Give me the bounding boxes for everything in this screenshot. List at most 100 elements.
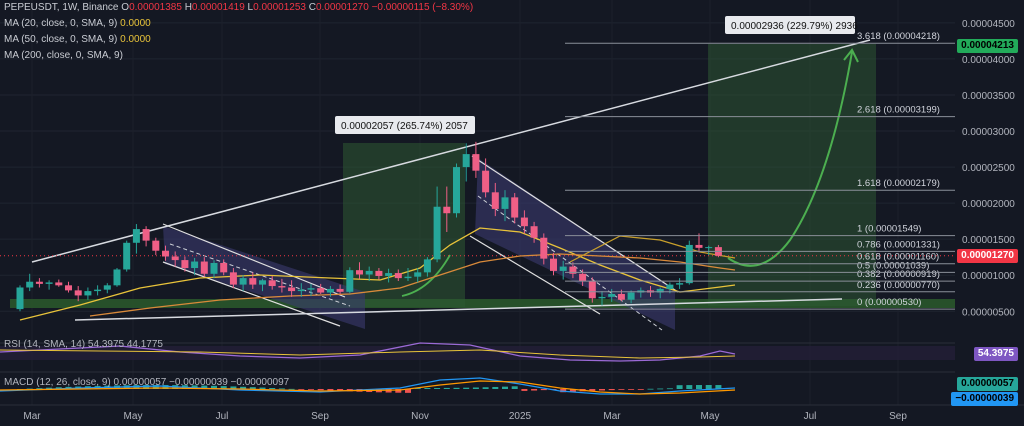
candle-body[interactable] bbox=[181, 260, 189, 269]
fib-levels[interactable]: 0 (0.00000530) 0.236 (0.00000770)0.382 (0… bbox=[335, 16, 955, 310]
candle-body[interactable] bbox=[511, 197, 519, 218]
candle-body[interactable] bbox=[705, 247, 713, 249]
candle-body[interactable] bbox=[462, 154, 470, 168]
candle-body[interactable] bbox=[142, 229, 150, 241]
candle-body[interactable] bbox=[94, 289, 102, 292]
candle-body[interactable] bbox=[559, 266, 567, 271]
time-axis[interactable]: Mar May Jul Sep Nov 2025 Mar May Jul Sep bbox=[0, 404, 1024, 422]
candle-body[interactable] bbox=[288, 287, 296, 292]
symbol-label: PEPEUSDT, 1W, Binance bbox=[4, 2, 119, 13]
macd-histogram-bar bbox=[278, 388, 285, 390]
candle-body[interactable] bbox=[191, 261, 199, 269]
price-tick-label: 0.00002500 bbox=[962, 163, 1015, 174]
range-annotation-2: 0.00002936 (229.79%) 2936 bbox=[731, 21, 858, 32]
candle-body[interactable] bbox=[113, 269, 121, 286]
rsi-value-badge: 54.3975 bbox=[973, 347, 1018, 361]
candle-body[interactable] bbox=[278, 286, 286, 288]
candle-body[interactable] bbox=[501, 197, 509, 209]
candle-body[interactable] bbox=[530, 226, 538, 238]
ma20-label: MA (20, close, 0, SMA, 9) bbox=[4, 18, 118, 29]
candle-body[interactable] bbox=[132, 229, 140, 243]
time-tick-label: Mar bbox=[603, 411, 621, 422]
candle-body[interactable] bbox=[579, 273, 587, 281]
candle-body[interactable] bbox=[356, 270, 363, 275]
candle-body[interactable] bbox=[171, 256, 179, 261]
price-axis[interactable]: 0.00004500 0.00004000 0.00003500 0.00003000… bbox=[962, 19, 1015, 318]
candle-body[interactable] bbox=[45, 282, 53, 284]
candle-body[interactable] bbox=[627, 292, 635, 300]
candle-body[interactable] bbox=[307, 288, 315, 290]
candle-body[interactable] bbox=[472, 154, 480, 171]
candle-body[interactable] bbox=[598, 296, 606, 299]
candle-body[interactable] bbox=[84, 291, 92, 296]
candle-body[interactable] bbox=[74, 290, 82, 296]
candle-body[interactable] bbox=[588, 280, 596, 299]
candle-body[interactable] bbox=[443, 206, 451, 214]
fib-level-label: 0.236 (0.00000770) bbox=[857, 280, 940, 291]
candle-body[interactable] bbox=[297, 289, 305, 292]
macd-histogram-bar bbox=[443, 387, 450, 389]
candle-body[interactable] bbox=[249, 278, 257, 285]
target-price-badge: 0.00004213 bbox=[957, 39, 1018, 53]
candle-body[interactable] bbox=[336, 288, 344, 292]
price-tick-label: 0.00001500 bbox=[962, 235, 1015, 246]
candle-body[interactable] bbox=[433, 206, 441, 260]
candle-body[interactable] bbox=[229, 272, 237, 285]
candle-body[interactable] bbox=[16, 287, 24, 310]
candle-body[interactable] bbox=[26, 281, 34, 288]
ma20-value: 0.0000 bbox=[120, 18, 151, 29]
candle-body[interactable] bbox=[375, 270, 383, 276]
candle-body[interactable] bbox=[239, 278, 247, 285]
candle-body[interactable] bbox=[695, 244, 703, 248]
candle-body[interactable] bbox=[550, 258, 557, 271]
candle-body[interactable] bbox=[220, 262, 228, 273]
candle-body[interactable] bbox=[103, 285, 111, 290]
candle-body[interactable] bbox=[35, 281, 43, 284]
ma200-legend[interactable]: MA (200, close, 0, SMA, 9) bbox=[4, 50, 123, 61]
candle-body[interactable] bbox=[666, 284, 674, 289]
candle-body[interactable] bbox=[152, 240, 160, 251]
candle-body[interactable] bbox=[569, 266, 577, 274]
candle-body[interactable] bbox=[414, 272, 422, 277]
candle-body[interactable] bbox=[200, 261, 208, 274]
candle-body[interactable] bbox=[453, 167, 460, 214]
price-tick-label: 0.00000500 bbox=[962, 307, 1015, 318]
candle-body[interactable] bbox=[423, 259, 431, 273]
candle-body[interactable] bbox=[65, 285, 72, 291]
candle-body[interactable] bbox=[346, 270, 354, 292]
range-annotation-1: 0.00002057 (265.74%) 2057 bbox=[341, 121, 468, 132]
candle-body[interactable] bbox=[55, 282, 63, 286]
candle-body[interactable] bbox=[520, 217, 528, 227]
candle-body[interactable] bbox=[482, 170, 490, 193]
macd-histogram-bar bbox=[405, 389, 411, 393]
candle-body[interactable] bbox=[162, 250, 169, 257]
candle-body[interactable] bbox=[608, 293, 616, 297]
candle-body[interactable] bbox=[617, 293, 625, 300]
candle-body[interactable] bbox=[210, 262, 218, 274]
candle-body[interactable] bbox=[317, 288, 325, 293]
candle-body[interactable] bbox=[385, 273, 393, 276]
candle-body[interactable] bbox=[540, 237, 548, 259]
candle-body[interactable] bbox=[326, 288, 334, 293]
ma20-legend[interactable]: MA (20, close, 0, SMA, 9) 0.0000 bbox=[4, 18, 151, 29]
rising-resistance-line[interactable] bbox=[31, 39, 871, 263]
macd-histogram-bar bbox=[211, 385, 217, 389]
candle-body[interactable] bbox=[656, 288, 664, 293]
candle-body[interactable] bbox=[404, 276, 412, 279]
ma50-legend[interactable]: MA (50, close, 0, SMA, 9) 0.0000 bbox=[4, 34, 151, 45]
macd-signal-line bbox=[0, 380, 736, 395]
candle-body[interactable] bbox=[365, 270, 373, 275]
time-tick-label: 2025 bbox=[509, 411, 532, 422]
fib-level-label: 1.618 (0.00002179) bbox=[857, 178, 940, 189]
macd-histogram-bar bbox=[201, 385, 208, 389]
candle-body[interactable] bbox=[491, 192, 499, 209]
candle-body[interactable] bbox=[676, 283, 684, 285]
candle-body[interactable] bbox=[259, 280, 266, 285]
macd-histogram-bar bbox=[143, 385, 150, 389]
candle-body[interactable] bbox=[123, 242, 131, 270]
candle-body[interactable] bbox=[394, 273, 402, 279]
rising-support-line[interactable] bbox=[74, 298, 843, 321]
candle-body[interactable] bbox=[268, 280, 276, 287]
ma50-value: 0.0000 bbox=[120, 34, 151, 45]
fib-level-label: 0.618 (0.00001160) bbox=[857, 252, 939, 263]
